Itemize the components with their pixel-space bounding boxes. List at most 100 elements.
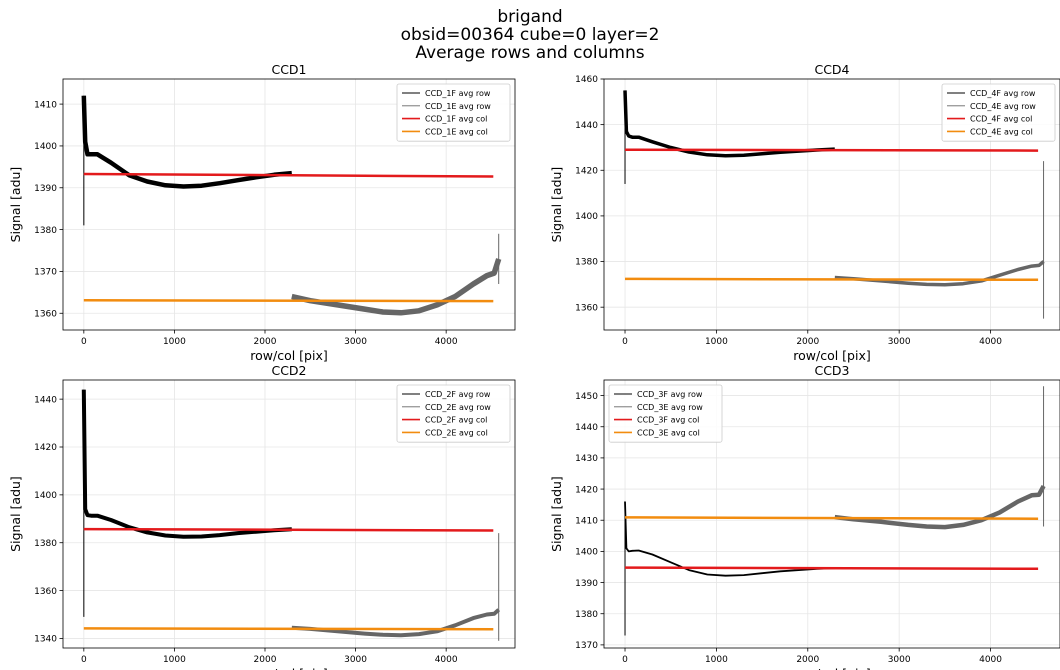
x-axis-label: row/col [pix] [793,348,870,363]
y-tick-label: 1440 [34,395,57,405]
series-line-ccd-2f-avg-col [83,527,494,532]
y-tick-label: 1370 [34,268,57,278]
subplot-title: CCD3 [814,363,849,378]
legend: CCD_3F avg row CCD_3E avg row CCD_3F avg c… [608,384,723,443]
series-line-ccd-3e-avg-col [624,516,1039,520]
legend-label-ccd-1e-avg-row: CCD_1E avg row [425,102,491,111]
series-line-ccd-1e-avg-row [291,258,502,316]
x-tick-label: 3000 [344,337,367,347]
legend-box [608,384,723,443]
legend-label-ccd-4f-avg-row: CCD_4F avg row [970,89,1036,98]
series-line-ccd-4e-avg-row [834,260,1045,287]
legend-box [396,83,511,142]
y-axis-label: Signal [adu] [8,167,23,243]
x-tick-label: 4000 [979,655,1002,665]
subplot-ccd3: 0 1000 2000 3000 4000 1370 1380 1390 1400 1410 142… [549,363,1060,670]
x-tick-label: 4000 [435,655,458,665]
series-group [81,389,501,641]
x-tick-label: 3000 [344,655,367,665]
y-tick-label: 1420 [34,443,57,453]
series-line-ccd-3f-avg-row [624,501,835,577]
series-line-ccd-1e-avg-col [83,299,494,303]
legend-box [941,83,1056,142]
series-line-ccd-2f-avg-row [81,389,292,539]
y-tick-label: 1400 [34,142,57,152]
series-group [81,95,502,316]
y-tick-label: 1360 [34,309,57,319]
y-tick-label: 1360 [34,587,57,597]
series-line-ccd-4e-avg-col [624,277,1039,282]
series-line-ccd-4f-avg-col [624,148,1039,152]
axes-frame [62,379,516,649]
x-tick-label: 4000 [435,337,458,347]
x-tick-label: 1000 [163,337,186,347]
y-tick-label: 1420 [575,485,598,495]
subplot-ccd1: 0 1000 2000 3000 4000 1360 1370 1380 1390 1400 141… [8,62,516,363]
x-tick-label: 0 [81,655,87,665]
x-tick-label: 1000 [705,337,728,347]
x-tick-label: 2000 [254,337,277,347]
x-axis-label: row/col [pix] [250,348,327,363]
figure-title-line-1: brigand [497,7,563,27]
y-axis-label: Signal [adu] [8,476,23,552]
y-tick-label: 1390 [575,579,598,589]
legend-label-ccd-3f-avg-row: CCD_3F avg row [637,390,703,399]
y-tick-label: 1370 [575,641,598,651]
x-axis-label: row/col [pix] [250,666,327,670]
x-tick-label: 1000 [705,655,728,665]
legend-box [396,384,511,443]
y-tick-label: 1380 [34,539,57,549]
series-line-ccd-2e-avg-row [291,608,501,638]
series-line-ccd-3f-avg-col [624,566,1039,571]
legend-label-ccd-2e-avg-row: CCD_2E avg row [425,403,491,412]
subplot-title: CCD2 [271,363,306,378]
subplot-ccd2: 0 1000 2000 3000 4000 1340 1360 1380 1400 1420 144… [8,363,516,670]
y-tick-label: 1380 [575,258,598,268]
x-tick-label: 2000 [796,337,819,347]
figure-title-line-2: obsid=00364 cube=0 layer=2 [400,25,660,45]
x-tick-label: 2000 [796,655,819,665]
series-line-ccd-2e-avg-col [83,627,494,631]
legend: CCD_1F avg row CCD_1E avg row CCD_1F avg c… [396,83,511,142]
y-tick-label: 1440 [575,121,598,131]
figure-title-line-3: Average rows and columns [415,43,645,63]
series-line-ccd-3e-avg-row [834,484,1046,530]
legend-label-ccd-2f-avg-row: CCD_2F avg row [425,390,491,399]
axes-frame [603,379,1060,649]
y-axis-label: Signal [adu] [549,167,564,243]
x-tick-label: 0 [81,337,87,347]
legend-label-ccd-4f-avg-col: CCD_4F avg col [970,115,1032,124]
x-tick-label: 0 [622,655,628,665]
y-tick-label: 1380 [575,610,598,620]
x-axis-label: row/col [pix] [793,666,870,670]
legend-label-ccd-3e-avg-row: CCD_3E avg row [637,403,703,412]
legend-label-ccd-1e-avg-col: CCD_1E avg col [425,127,488,136]
x-tick-label: 2000 [254,655,277,665]
y-tick-label: 1420 [575,166,598,176]
legend-label-ccd-1f-avg-row: CCD_1F avg row [425,89,491,98]
legend-label-ccd-3e-avg-col: CCD_3E avg col [637,428,700,437]
legend-label-ccd-3f-avg-col: CCD_3F avg col [637,416,699,425]
x-tick-label: 0 [622,337,628,347]
x-tick-label: 3000 [888,655,911,665]
subplot-title: CCD1 [271,62,306,77]
y-tick-label: 1400 [575,548,598,558]
y-tick-label: 1360 [575,303,598,313]
legend: CCD_4F avg row CCD_4E avg row CCD_4F avg c… [941,83,1056,142]
y-tick-label: 1340 [34,635,57,645]
x-tick-label: 4000 [979,337,1002,347]
series-line-ccd-4f-avg-row [623,90,835,158]
legend-label-ccd-1f-avg-col: CCD_1F avg col [425,115,487,124]
legend-label-ccd-2e-avg-col: CCD_2E avg col [425,428,488,437]
legend-label-ccd-4e-avg-row: CCD_4E avg row [970,102,1036,111]
y-tick-label: 1410 [34,100,57,110]
y-axis-label: Signal [adu] [549,476,564,552]
series-group [623,90,1045,319]
x-tick-label: 3000 [888,337,911,347]
y-tick-label: 1410 [575,516,598,526]
subplot-ccd4: 0 1000 2000 3000 4000 1360 1380 1400 1420 1440 146… [549,62,1060,363]
legend: CCD_2F avg row CCD_2E avg row CCD_2F avg c… [396,384,511,443]
y-tick-label: 1390 [34,184,57,194]
